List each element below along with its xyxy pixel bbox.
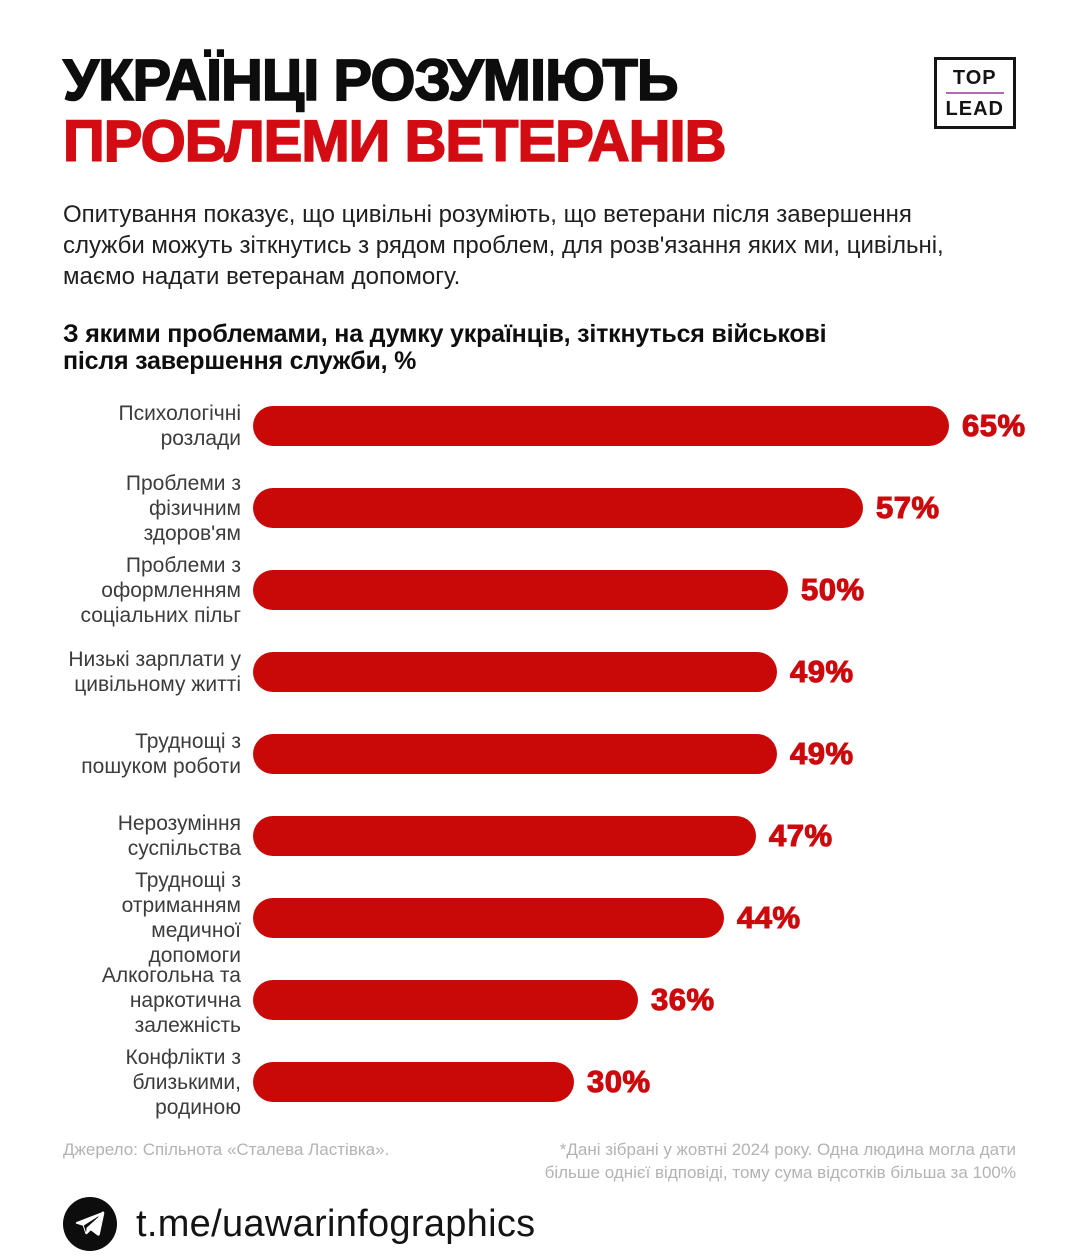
chart-row: Проблеми з оформленням соціальних пільг 5… bbox=[63, 549, 1016, 631]
bar bbox=[253, 1062, 574, 1102]
toplead-logo: TOP LEAD bbox=[933, 57, 1016, 129]
page-title-line1: УКРАЇНЦІ РОЗУМІЮТЬ bbox=[62, 48, 679, 113]
bar-label: Конфлікти з близькими, родиною bbox=[125, 1045, 241, 1119]
footnotes: Джерело: Спільнота «Сталева Ластівка». *… bbox=[63, 1138, 1016, 1184]
telegram-link[interactable]: t.me/uawarinfographics bbox=[63, 1197, 1016, 1251]
bar bbox=[253, 898, 724, 938]
bar-label: Нерозуміння суспільства bbox=[117, 812, 241, 860]
page-title: УКРАЇНЦІ РОЗУМІЮТЬ ПРОБЛЕМИ ВЕТЕРАНІВ bbox=[62, 48, 727, 174]
bar bbox=[253, 980, 638, 1020]
bar bbox=[253, 734, 777, 774]
bar bbox=[253, 488, 863, 528]
chart-row: Конфлікти з близькими, родиною 30% bbox=[63, 1041, 1016, 1123]
toplead-logo-lead: LEAD bbox=[945, 98, 1004, 120]
bar bbox=[253, 652, 777, 692]
chart-heading: З якими проблемами, на думку українців, … bbox=[63, 320, 827, 375]
chart-row: Труднощі з отриманням медичної допомоги 4… bbox=[63, 869, 1016, 967]
telegram-icon bbox=[63, 1197, 117, 1251]
bar-value: 44% bbox=[736, 899, 801, 935]
bar bbox=[253, 570, 788, 610]
bar bbox=[253, 406, 949, 446]
header: УКРАЇНЦІ РОЗУМІЮТЬ ПРОБЛЕМИ ВЕТЕРАНІВ TO… bbox=[62, 48, 1016, 174]
bar-label: Психологічні розлади bbox=[118, 402, 241, 450]
page-title-line2: ПРОБЛЕМИ ВЕТЕРАНІВ bbox=[62, 109, 727, 174]
chart-row: Проблеми з фізичним здоров'ям 57% bbox=[63, 467, 1016, 549]
toplead-logo-top: TOP bbox=[952, 67, 997, 89]
bar-value: 65% bbox=[961, 407, 1026, 443]
chart-row: Алкогольна та наркотична залежність 36% bbox=[63, 959, 1016, 1041]
bar-label: Труднощі з пошуком роботи bbox=[81, 730, 241, 778]
data-note: *Дані зібрані у жовтні 2024 року. Одна л… bbox=[544, 1140, 1016, 1182]
telegram-handle: t.me/uawarinfographics bbox=[136, 1202, 536, 1245]
bar-label: Низькі зарплати у цивільному житті bbox=[68, 648, 241, 696]
chart-row: Труднощі з пошуком роботи 49% bbox=[63, 713, 1016, 795]
intro-paragraph: Опитування показує, що цивільні розуміют… bbox=[63, 201, 944, 290]
bar-label: Проблеми з фізичним здоров'ям bbox=[125, 471, 241, 545]
bar-chart: Психологічні розлади 65% Проблеми з фізичн… bbox=[63, 385, 1025, 1123]
bar-label: Труднощі з отриманням медичної допомоги bbox=[121, 869, 241, 967]
chart-row: Низькі зарплати у цивільному житті 49% bbox=[63, 631, 1016, 713]
chart-row: Нерозуміння суспільства 47% bbox=[63, 795, 1016, 877]
bar-value: 49% bbox=[789, 735, 854, 771]
bar-label: Проблеми з оформленням соціальних пільг bbox=[80, 553, 241, 627]
source-text: Джерело: Спільнота «Сталева Ластівка». bbox=[63, 1140, 390, 1159]
bar-value: 47% bbox=[768, 817, 833, 853]
bar-value: 30% bbox=[586, 1063, 651, 1099]
bar-value: 50% bbox=[800, 571, 865, 607]
bar-value: 49% bbox=[789, 653, 854, 689]
toplead-logo-divider bbox=[945, 92, 1004, 94]
bar-value: 36% bbox=[650, 981, 715, 1017]
chart-row: Психологічні розлади 65% bbox=[63, 385, 1025, 467]
bar-label: Алкогольна та наркотична залежність bbox=[101, 963, 241, 1037]
bar bbox=[253, 816, 756, 856]
bar-value: 57% bbox=[875, 489, 940, 525]
